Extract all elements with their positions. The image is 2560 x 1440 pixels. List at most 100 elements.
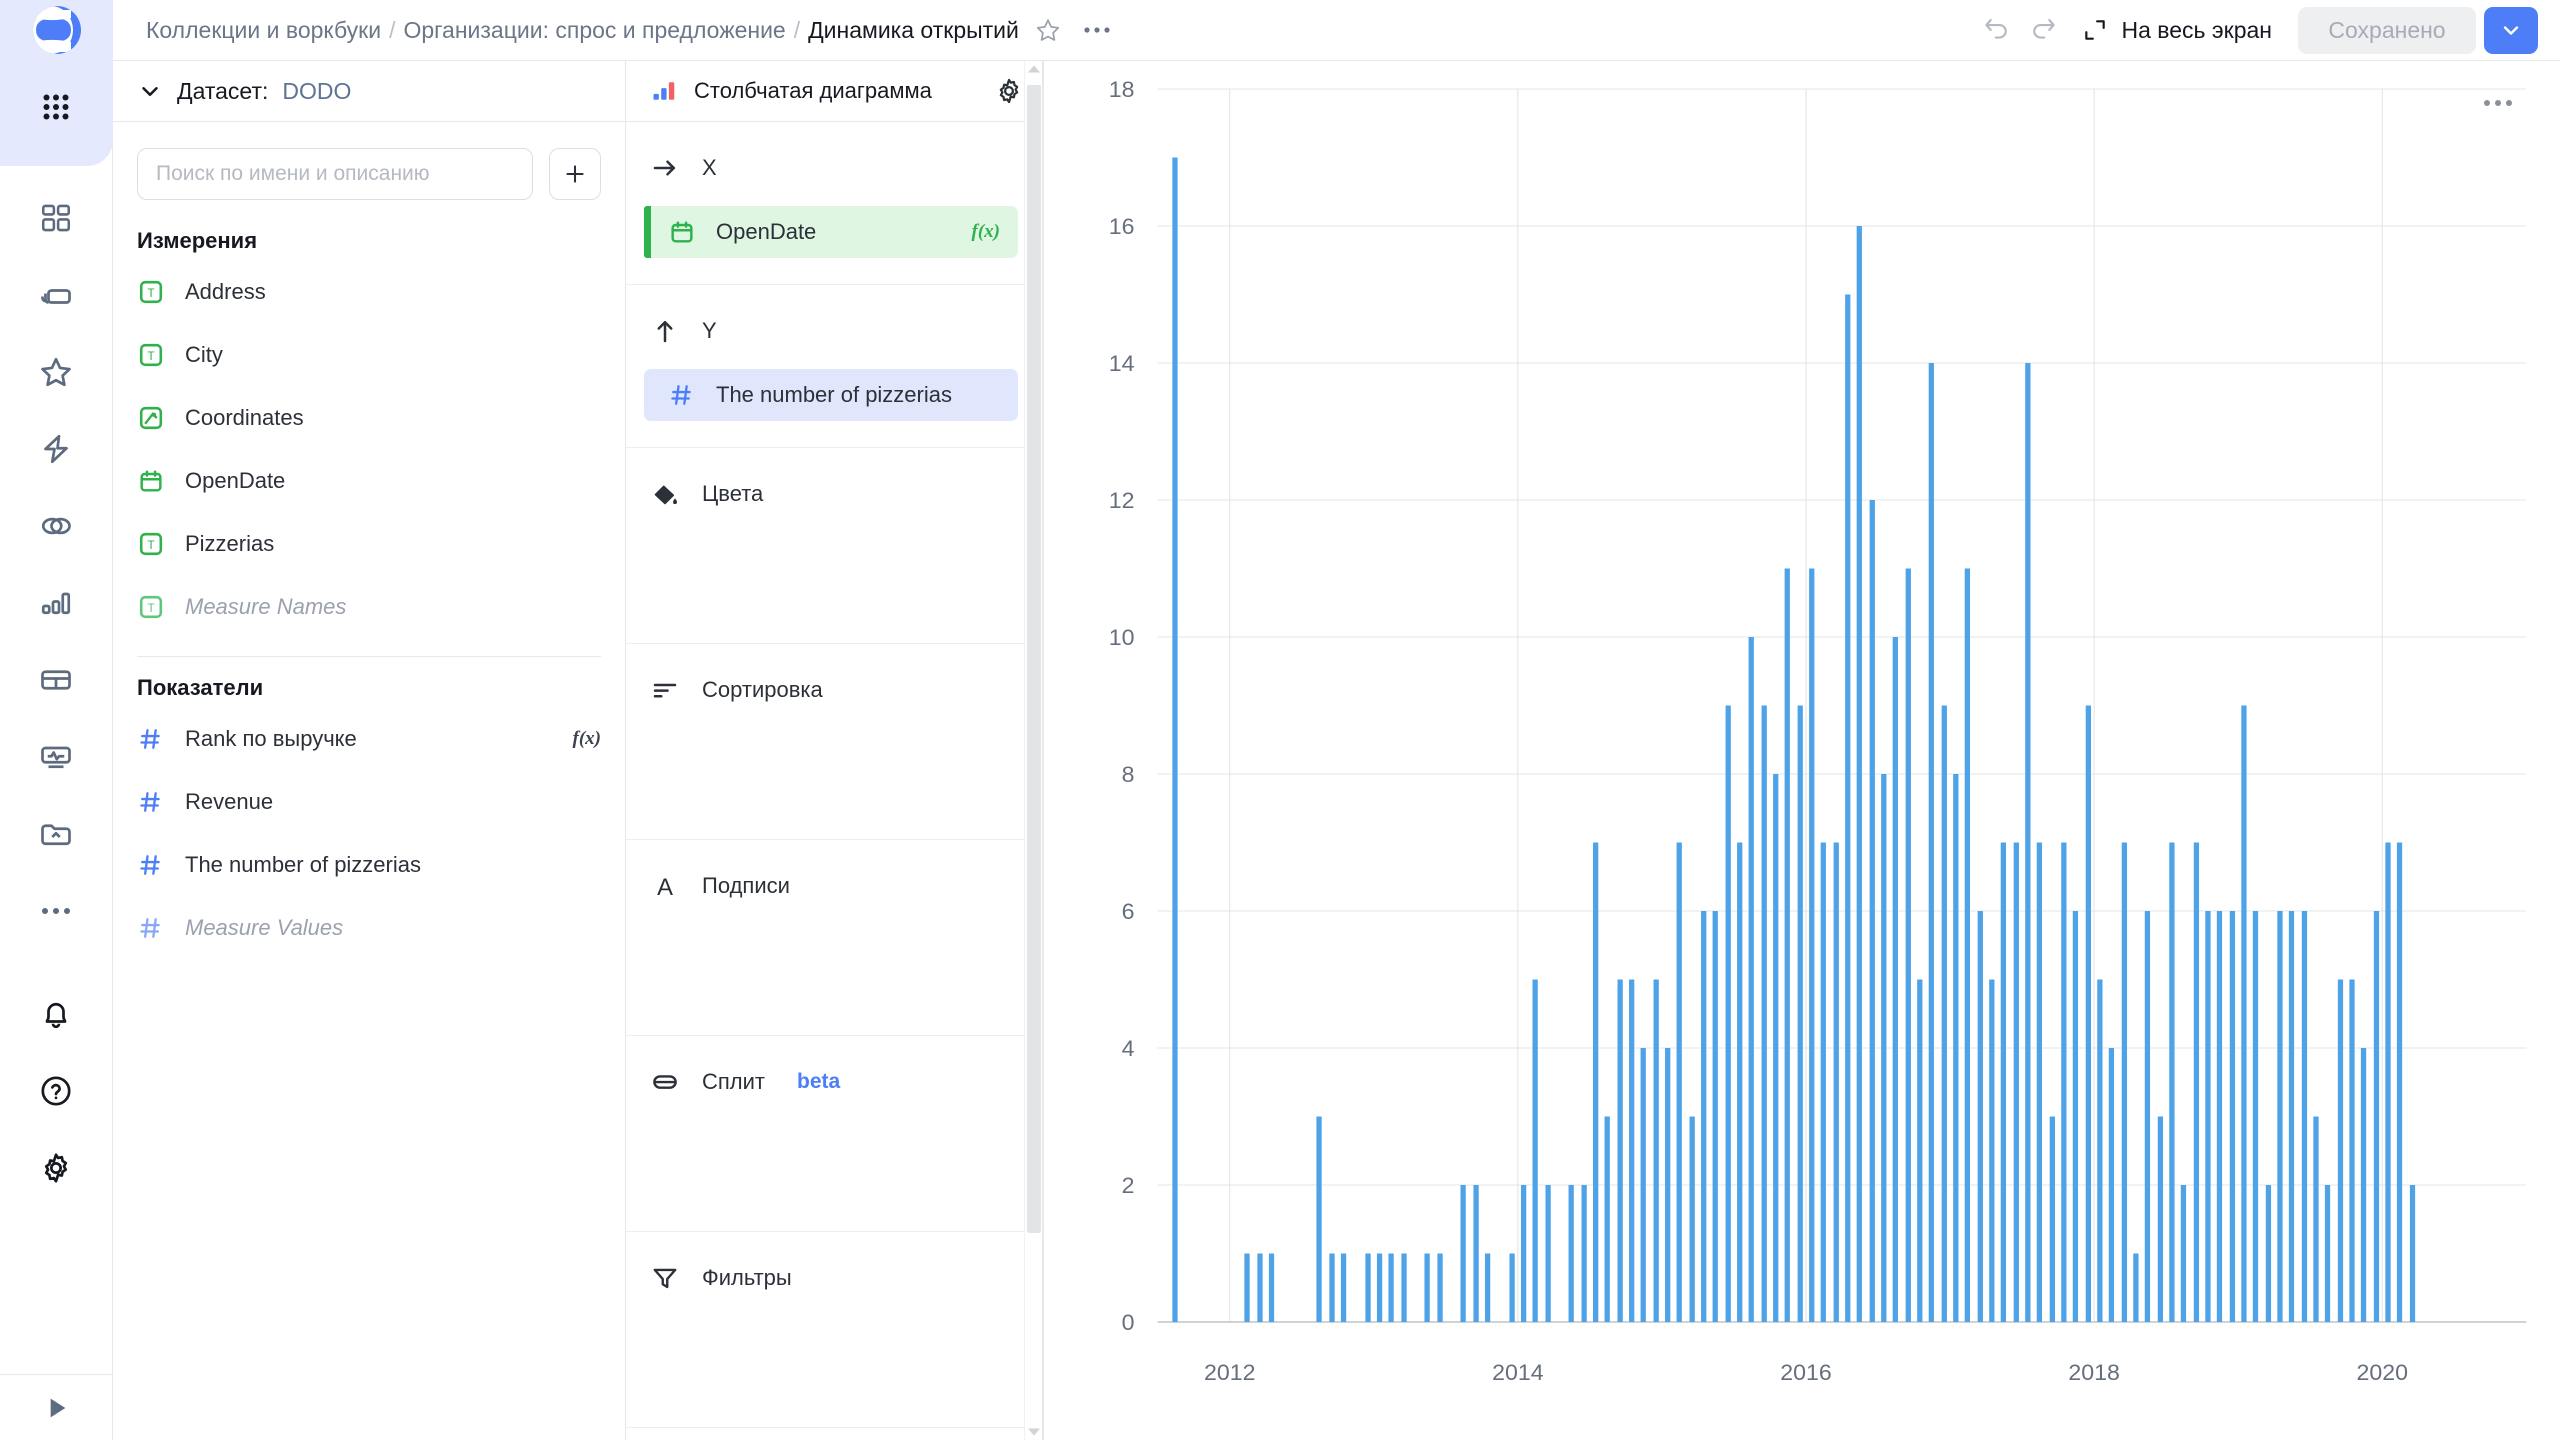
chart-bar[interactable] (1712, 911, 1718, 1322)
chart-bar[interactable] (2061, 842, 2067, 1323)
chart-bar[interactable] (2108, 1048, 2115, 1322)
chart-bar[interactable] (2000, 842, 2006, 1323)
scrollbar-track[interactable] (1025, 77, 1043, 1424)
chart-bar[interactable] (1532, 979, 1538, 1323)
chart-bar[interactable] (1604, 1116, 1610, 1323)
field-row-measure-values[interactable]: Measure Values (113, 896, 625, 959)
chart-bar[interactable] (2241, 705, 2247, 1323)
chart-bar[interactable] (1473, 1185, 1479, 1322)
chart-bar[interactable] (2025, 363, 2031, 1322)
chart-bar[interactable] (1401, 1253, 1407, 1323)
sidebar-item-monitoring[interactable] (0, 718, 113, 795)
chart-bar[interactable] (2301, 911, 2308, 1322)
chart-bar[interactable] (1484, 1253, 1491, 1323)
chart-bar[interactable] (1725, 705, 1731, 1323)
chart-bar[interactable] (1509, 1253, 1515, 1323)
sidebar-collapse-toggle[interactable] (0, 1374, 113, 1440)
chart-bar[interactable] (1437, 1253, 1443, 1323)
chart-bar[interactable] (1640, 1048, 1646, 1322)
chart-bar[interactable] (1845, 294, 1851, 1323)
scrollbar-up-arrow[interactable] (1027, 61, 1041, 77)
chart-bar[interactable] (1797, 705, 1803, 1323)
chart-bar[interactable] (1244, 1253, 1250, 1323)
config-section-split-header[interactable]: Сплит beta (626, 1060, 1042, 1104)
chart-settings-button[interactable] (994, 76, 1024, 106)
chart-bar[interactable] (1989, 979, 1995, 1323)
config-panel-scrollbar[interactable] (1024, 61, 1042, 1440)
sidebar-item-notifications[interactable] (0, 975, 113, 1052)
field-row-coordinates[interactable]: Coordinates (113, 386, 625, 449)
chart-type-header[interactable]: Столбчатая диаграмма (626, 61, 1042, 122)
chart-bar[interactable] (1388, 1253, 1394, 1323)
config-section-filters-header[interactable]: Фильтры (626, 1256, 1042, 1300)
dataset-header[interactable]: Датасет: DODO (113, 61, 625, 122)
chart-bar[interactable] (2288, 911, 2295, 1322)
chart-bar[interactable] (1761, 705, 1767, 1323)
chart-bar[interactable] (1869, 500, 1875, 1322)
chart-bar[interactable] (2097, 979, 2103, 1323)
field-row-opendate[interactable]: OpenDate (113, 449, 625, 512)
sidebar-item-settings[interactable] (0, 1129, 113, 1206)
chart-bar[interactable] (1365, 1253, 1371, 1323)
chip-number-of-pizzerias[interactable]: The number of pizzerias (644, 369, 1018, 421)
chart-bar[interactable] (2324, 1185, 2331, 1322)
chart-bar[interactable] (1316, 1116, 1322, 1323)
field-row-city[interactable]: T City (113, 323, 625, 386)
sidebar-item-favorites[interactable] (0, 333, 113, 410)
chart-bar[interactable] (2144, 911, 2151, 1322)
chart-bar[interactable] (1545, 1185, 1551, 1322)
chart-bar[interactable] (1629, 979, 1635, 1323)
chart-bar[interactable] (2349, 979, 2355, 1323)
chart-bar[interactable] (2277, 911, 2283, 1322)
sidebar-item-collections[interactable] (0, 256, 113, 333)
chart-bar[interactable] (2085, 705, 2091, 1323)
chart-bar[interactable] (1737, 842, 1743, 1323)
bar-chart-plot[interactable]: 0 2 4 6 8 10 12 14 16 18 2012 2014 2016 2018 2020 (1044, 61, 2560, 1440)
chart-bar[interactable] (1340, 1253, 1347, 1323)
chart-bar[interactable] (1917, 979, 1923, 1323)
sidebar-item-dashboards[interactable] (0, 179, 113, 256)
field-row-address[interactable]: T Address (113, 260, 625, 323)
field-row-rank[interactable]: Rank по выручке f(x) (113, 707, 625, 770)
chart-bar[interactable] (1748, 637, 1754, 1322)
chart-bar[interactable] (2396, 842, 2403, 1323)
chart-bar[interactable] (2072, 911, 2079, 1322)
sidebar-item-apps[interactable] (0, 61, 113, 153)
chart-bar[interactable] (1856, 226, 1862, 1322)
sidebar-item-datasets[interactable] (0, 487, 113, 564)
chart-bar[interactable] (2157, 1116, 2164, 1323)
chart-bar[interactable] (2180, 1185, 2187, 1322)
chart-bar[interactable] (1460, 1185, 1466, 1322)
chart-bar[interactable] (1520, 1185, 1527, 1322)
dataset-name[interactable]: DODO (282, 77, 352, 104)
logo-cell[interactable] (0, 0, 113, 61)
chart-bar[interactable] (1581, 1185, 1587, 1322)
scrollbar-down-arrow[interactable] (1027, 1424, 1041, 1440)
sidebar-item-tables[interactable] (0, 641, 113, 718)
chart-bar[interactable] (1689, 1116, 1695, 1323)
chart-bar[interactable] (1881, 774, 1887, 1322)
chart-bar[interactable] (1941, 705, 1947, 1323)
breadcrumb-item-workbook[interactable]: Организации: спрос и предложение (403, 16, 786, 43)
redo-icon[interactable] (2020, 7, 2066, 53)
chart-bar[interactable] (2036, 842, 2043, 1323)
chart-bar[interactable] (1257, 1253, 1263, 1323)
chart-bar[interactable] (1964, 568, 1970, 1323)
sidebar-item-quick-actions[interactable] (0, 410, 113, 487)
chart-bar[interactable] (1424, 1253, 1430, 1323)
undo-icon[interactable] (1974, 7, 2020, 53)
chart-more-menu[interactable] (2482, 95, 2514, 113)
field-row-number-of-pizzerias[interactable]: The number of pizzerias (113, 833, 625, 896)
chart-bar[interactable] (1329, 1253, 1335, 1323)
sidebar-item-help[interactable] (0, 1052, 113, 1129)
chart-bar[interactable] (2337, 979, 2344, 1323)
save-menu-button[interactable] (2484, 6, 2538, 54)
fullscreen-button[interactable]: На весь экран (2082, 17, 2272, 44)
sidebar-item-connections[interactable] (0, 795, 113, 872)
scrollbar-thumb[interactable] (1026, 85, 1041, 1233)
chart-bar[interactable] (1977, 911, 1983, 1322)
chart-bar[interactable] (1953, 774, 1959, 1322)
chart-bar[interactable] (2133, 1253, 2139, 1323)
chart-bar[interactable] (1665, 1048, 1671, 1322)
chart-bar[interactable] (2313, 1116, 2319, 1323)
